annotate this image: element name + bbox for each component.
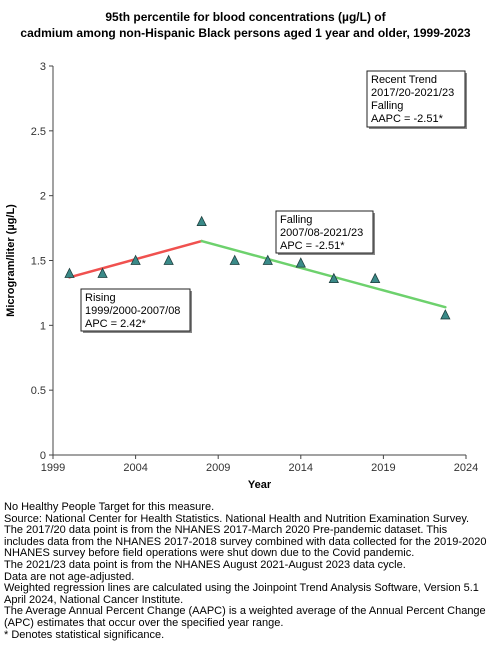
chart-plot: 0 0.5 1 1.5 2 2.5 3 1999 2004 2009 2014 2019 2024 Yea…: [5, 61, 478, 491]
footnote-line: Source: National Center for Health Stati…: [4, 512, 470, 525]
data-point: [328, 272, 339, 284]
data-point: [369, 272, 381, 284]
y-axis-label: Microgram/liter (µg/L): [5, 204, 17, 317]
y-tick-label: 2.5: [31, 126, 46, 138]
footnote-line: No Healthy People Target for this measur…: [4, 501, 215, 513]
x-tick-label: 2024: [454, 462, 478, 474]
data-point: [229, 254, 240, 265]
annotation-text: 1999/2000-2007/08: [85, 305, 180, 317]
annotation-frame: [275, 210, 374, 254]
y-tick-label: 2: [40, 191, 46, 203]
x-axis-label: Year: [248, 479, 272, 491]
annotation-text: 2007/08-2021/23: [280, 227, 363, 239]
footnote-line: * Denotes statistical significance.: [4, 628, 165, 641]
annotation-text: AAPC = -2.51*: [371, 113, 444, 125]
footnote-line: The 2021/23 data point is from the NHANE…: [4, 558, 406, 571]
annotation-text: APC = 2.42*: [85, 318, 147, 330]
data-point: [97, 267, 108, 278]
footnote-line: The Average Annual Percent Change (AAPC)…: [4, 605, 486, 629]
data-points: [64, 215, 451, 320]
annotation-text: 2017/20-2021/23: [371, 87, 454, 99]
annotation-text: Falling: [280, 214, 312, 226]
footnote-line: Weighted regression lines are calculated…: [4, 582, 479, 606]
x-tick-label: 1999: [41, 462, 65, 474]
data-point: [163, 254, 174, 265]
data-point: [262, 254, 273, 265]
data-point: [130, 254, 141, 265]
x-tick-label: 2004: [123, 462, 147, 474]
chart-title: 95th percentile for blood concentrations…: [0, 9, 491, 41]
chart-title-line-2: cadmium among non-Hispanic Black persons…: [20, 26, 471, 40]
footnotes: No Healthy People Target for this measur…: [4, 501, 488, 641]
y-tick-label: 1: [40, 320, 46, 332]
annotation-text: Falling: [371, 100, 403, 112]
annotation-frame: [80, 288, 191, 332]
axes: 0 0.5 1 1.5 2 2.5 3 1999 2004 2009 2014 2019 2024 Yea…: [5, 61, 478, 491]
y-tick-label: 1.5: [31, 256, 46, 268]
y-tick-label: 3: [40, 61, 46, 73]
annotation-text: Rising: [85, 292, 116, 304]
footnote-line: The 2017/20 data point is from the NHANE…: [4, 524, 487, 560]
data-point: [295, 257, 306, 268]
data-point: [64, 267, 75, 278]
chart-title-line-1: 95th percentile for blood concentrations…: [105, 10, 386, 24]
data-point: [196, 215, 207, 227]
y-tick-label: 0: [40, 450, 46, 462]
x-tick-label: 2014: [289, 462, 313, 474]
trend-line-2: [200, 239, 447, 309]
annotation-text: Recent Trend: [371, 74, 437, 86]
annotation-text: APC = -2.51*: [280, 240, 345, 252]
data-point: [440, 309, 451, 320]
x-tick-label: 2009: [206, 462, 230, 474]
x-tick-label: 2019: [371, 462, 395, 474]
y-tick-label: 0.5: [31, 385, 46, 397]
annotation-frame: [366, 70, 466, 128]
footnote-line: Data are not age-adjusted.: [4, 570, 135, 583]
